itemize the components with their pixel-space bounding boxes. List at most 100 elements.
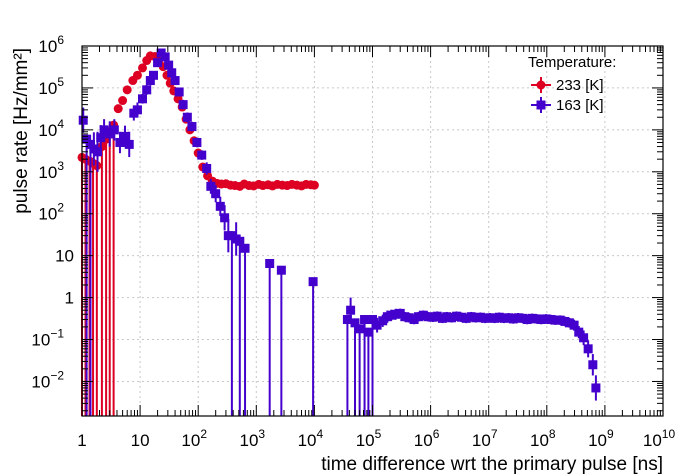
data-point (93, 147, 103, 157)
x-tick-label: 107 (472, 427, 498, 450)
data-point (475, 312, 485, 322)
legend-label-233K: 233 [K] (556, 77, 604, 94)
data-point (569, 320, 579, 330)
data-point (447, 313, 457, 323)
data-point (309, 180, 319, 190)
legend-label-163K: 163 [K] (556, 97, 604, 114)
data-point (452, 311, 462, 321)
data-series (77, 48, 601, 416)
data-point (418, 310, 428, 320)
data-point (78, 115, 88, 125)
data-point (564, 318, 574, 328)
data-point (541, 314, 551, 324)
data-point (363, 327, 373, 337)
data-point (164, 60, 174, 70)
data-point (461, 313, 471, 323)
data-point (536, 315, 546, 325)
y-tick-label: 10−1 (31, 327, 64, 350)
data-point (588, 360, 598, 370)
x-tick-label: 1010 (643, 427, 676, 450)
data-point (138, 94, 148, 104)
x-tick-label: 104 (298, 427, 324, 450)
legend-entry-233K: 233 [K] (531, 77, 604, 94)
data-point (122, 85, 132, 95)
data-point (378, 316, 388, 326)
series-1 (78, 48, 601, 416)
data-point (432, 311, 442, 321)
data-point (395, 308, 405, 318)
data-point (124, 139, 134, 149)
data-point (145, 76, 155, 86)
data-point (372, 320, 382, 330)
y-axis-title: pulse rate [Hz/mm²] (11, 48, 32, 214)
data-point (360, 315, 370, 325)
data-point (522, 315, 532, 325)
y-tick-label: 1 (65, 289, 74, 308)
y-tick-label: 102 (38, 201, 64, 224)
legend-marker-163K (536, 100, 546, 110)
data-point (546, 315, 556, 325)
data-point (85, 139, 95, 149)
data-point (109, 125, 119, 135)
data-point (202, 163, 212, 173)
legend-title: Temperature: (528, 54, 616, 71)
data-point (118, 96, 128, 106)
data-point (174, 87, 184, 97)
data-point (513, 313, 523, 323)
data-point (132, 105, 142, 115)
data-point (197, 150, 207, 160)
data-point (138, 63, 148, 73)
legend-marker-233K (536, 80, 546, 90)
y-tick-label: 106 (38, 33, 64, 56)
data-point (206, 181, 216, 191)
data-point (583, 344, 593, 354)
data-point (148, 70, 158, 80)
data-point (423, 312, 433, 322)
data-point (485, 313, 495, 323)
legend: Temperature: 233 [K] 163 [K] (528, 54, 616, 114)
data-point (368, 315, 377, 325)
x-tick-label: 108 (530, 427, 556, 450)
x-tick-label: 106 (414, 427, 440, 450)
data-point (480, 313, 490, 323)
grid (82, 46, 663, 416)
x-tick-label: 103 (239, 427, 265, 450)
data-point (235, 236, 245, 246)
data-point (342, 315, 352, 325)
legend-entry-163K: 163 [K] (531, 97, 604, 114)
x-tick-label: 10 (131, 431, 150, 450)
data-point (346, 305, 356, 315)
data-point (265, 259, 275, 269)
data-point (504, 313, 514, 323)
x-tick-label: 1 (77, 431, 86, 450)
data-point (120, 131, 130, 141)
data-point (466, 312, 476, 322)
data-point (555, 315, 565, 325)
x-axis-title: time difference wrt the primary pulse [n… (321, 454, 663, 475)
data-point (527, 313, 537, 323)
data-point (508, 314, 518, 324)
x-tick-label: 105 (356, 427, 382, 450)
data-point (490, 313, 500, 323)
data-point (187, 122, 197, 132)
data-point (115, 137, 125, 147)
data-point (240, 243, 250, 253)
data-point (96, 133, 106, 143)
data-point (414, 312, 424, 322)
data-point (355, 324, 365, 334)
data-point (391, 309, 401, 319)
y-tick-label: 10 (55, 247, 74, 266)
data-point (170, 76, 180, 86)
data-point (591, 383, 601, 393)
y-tick-label: 105 (38, 75, 64, 98)
data-point (276, 265, 286, 275)
data-point (456, 312, 466, 322)
x-tick-label: 102 (181, 427, 207, 450)
data-point (153, 58, 163, 68)
data-point (471, 313, 481, 323)
y-tick-label: 103 (38, 159, 64, 182)
data-point (308, 277, 318, 287)
data-point (215, 201, 225, 211)
data-point (160, 52, 170, 62)
